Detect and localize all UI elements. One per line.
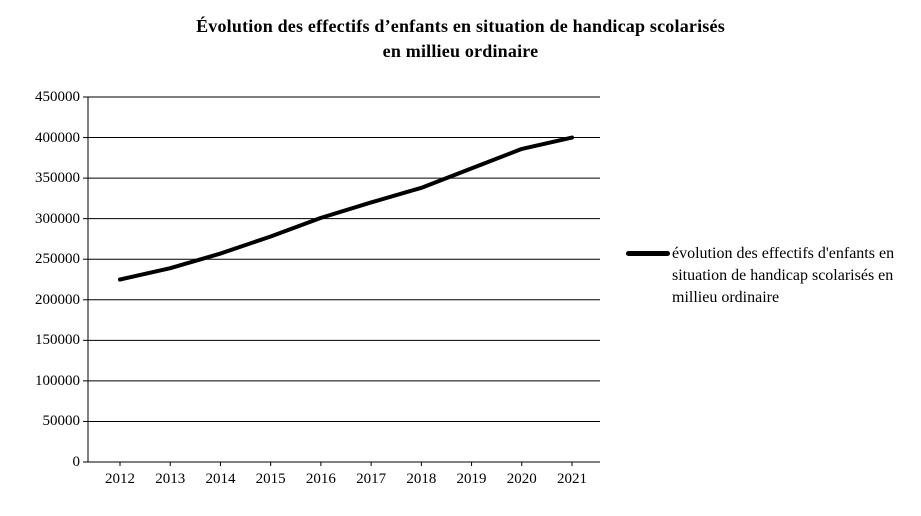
chart-title-line2: en millieu ordinaire	[382, 41, 539, 61]
x-tick-label: 2013	[155, 471, 186, 487]
y-tick-label: 350000	[35, 170, 80, 187]
y-tick-label: 200000	[35, 291, 80, 308]
x-tick-label: 2018	[406, 471, 437, 487]
x-tick-label: 2015	[255, 471, 286, 487]
chart-title: Évolution des effectifs d’enfants en sit…	[0, 14, 921, 64]
y-tick-label: 100000	[35, 372, 80, 389]
x-tick-label: 2019	[456, 471, 487, 487]
x-tick-label: 2021	[557, 471, 587, 487]
x-tick-label: 2014	[205, 471, 236, 487]
y-tick-label: 250000	[35, 251, 80, 268]
y-tick-label: 150000	[35, 332, 80, 349]
x-tick-label: 2020	[506, 471, 537, 487]
y-tick-label: 450000	[35, 89, 80, 105]
data-series-line	[118, 135, 574, 282]
legend-label: évolution des effectifs d'enfants en sit…	[672, 245, 895, 306]
y-tick-label: 50000	[42, 413, 81, 430]
legend-line-icon	[626, 251, 670, 256]
x-tick-label: 2012	[105, 471, 135, 487]
x-tick-label: 2017	[356, 471, 387, 487]
legend: évolution des effectifs d'enfants en sit…	[626, 243, 912, 309]
y-tick-label: 0	[72, 454, 81, 470]
x-tick-label: 2016	[305, 471, 336, 487]
chart-title-line1: Évolution des effectifs d’enfants en sit…	[196, 16, 725, 36]
y-tick-label: 400000	[35, 129, 80, 146]
y-tick-label: 300000	[35, 210, 80, 227]
